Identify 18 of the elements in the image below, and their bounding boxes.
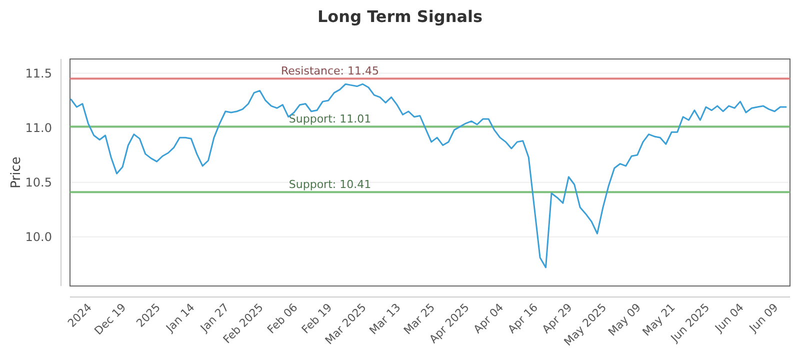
ref-line-label: Support: 10.41	[288, 178, 372, 192]
ref-line-label: Support: 11.01	[288, 112, 372, 126]
y-tick-label: 10.5	[25, 176, 52, 190]
x-tick-label: Jun 09	[746, 300, 781, 336]
y-tick-label: 10.0	[25, 230, 52, 244]
ref-line-label: Resistance: 11.45	[281, 64, 379, 78]
x-tick-label: Mar 13	[366, 300, 404, 338]
chart-title: Long Term Signals	[317, 7, 483, 26]
x-tick-label: Jun 04	[712, 300, 746, 336]
x-tick-label: Dec 19	[92, 300, 129, 338]
y-tick-label: 11.0	[25, 120, 52, 135]
y-axis-title: Price	[9, 156, 24, 188]
x-tick-label: Feb 06	[264, 300, 300, 336]
x-tick-label: Jan 14	[162, 300, 198, 336]
x-tick-label: Apr 04	[471, 300, 506, 336]
line-series	[70, 83, 787, 268]
x-tick-label: Apr 16	[505, 300, 540, 336]
y-tick-label: 11.5	[25, 66, 52, 80]
